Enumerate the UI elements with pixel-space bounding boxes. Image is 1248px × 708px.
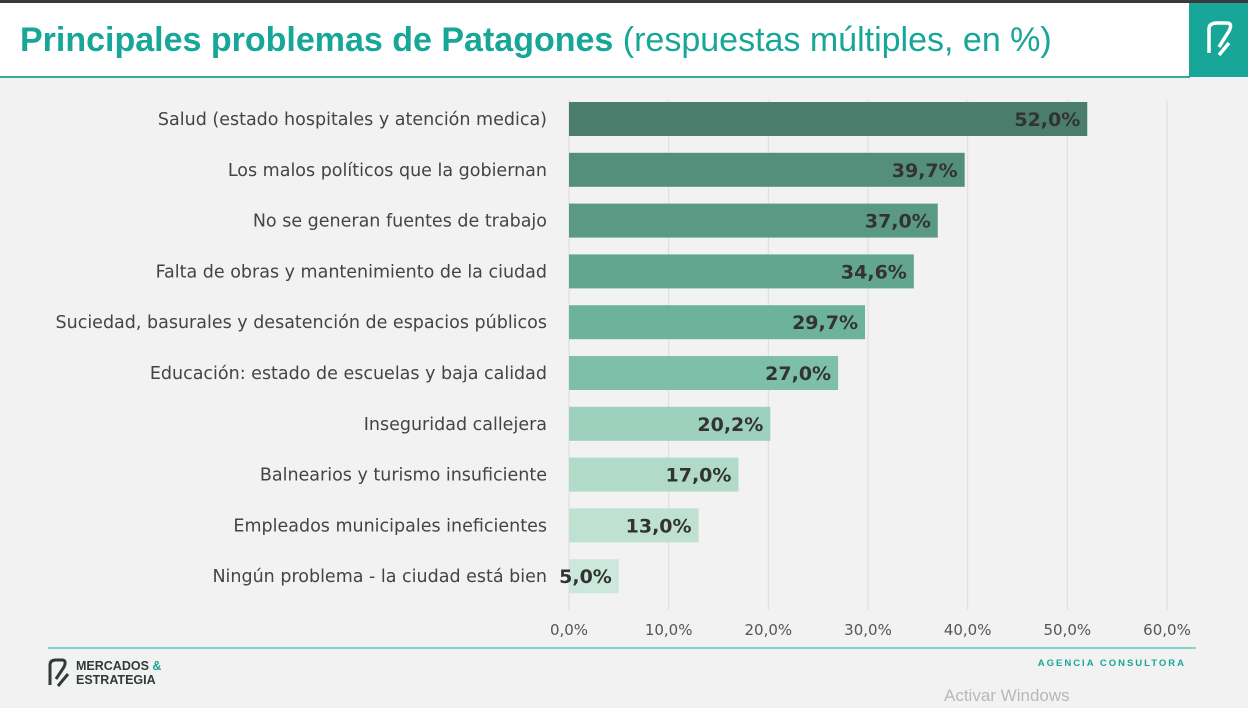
category-label: Educación: estado de escuelas y baja cal… <box>150 364 547 384</box>
category-label: Salud (estado hospitales y atención medi… <box>158 110 547 130</box>
tagline: AGENCIA CONSULTORA <box>1037 658 1186 669</box>
bar <box>569 102 1088 136</box>
data-label: 20,2% <box>697 414 763 436</box>
x-tick-label: 30,0% <box>844 621 892 639</box>
x-tick-label: 50,0% <box>1044 621 1092 639</box>
category-label: Balnearios y turismo insuficiente <box>260 466 547 486</box>
data-label: 29,7% <box>792 312 858 334</box>
bar <box>569 559 619 594</box>
window-top-border <box>0 0 1248 3</box>
bar-chart: 0,0% 10,0% 20,0% 30,0% 40,0% 50,0% 60,0% Salud … <box>56 100 1191 639</box>
brand-name: MERCADOS & ESTRATEGIA <box>76 659 161 687</box>
data-label: 39,7% <box>892 160 958 182</box>
title-subtitle: (respuestas múltiples, en %) <box>622 21 1052 59</box>
data-label: 13,0% <box>626 515 692 537</box>
data-label: 34,6% <box>841 261 907 283</box>
bar <box>569 406 771 441</box>
data-label: 17,0% <box>666 465 732 487</box>
category-label: Ningún problema - la ciudad está bien <box>212 567 547 587</box>
bar <box>569 254 914 289</box>
bar <box>569 203 938 238</box>
title-main: Principales problemas de Patagones <box>20 21 614 59</box>
bar <box>569 152 965 187</box>
category-label: Empleados municipales ineficientes <box>233 516 547 536</box>
brand-logo-icon <box>48 658 70 687</box>
category-label: Inseguridad callejera <box>364 415 547 435</box>
category-label: No se generan fuentes de trabajo <box>253 212 547 232</box>
data-label: 37,0% <box>865 211 931 233</box>
brand-line2: ESTRATEGIA <box>76 673 156 687</box>
data-label: 27,0% <box>765 363 831 385</box>
x-tick-label: 10,0% <box>645 621 693 639</box>
bar <box>569 508 699 543</box>
bar <box>569 356 839 390</box>
x-tick-label: 20,0% <box>745 621 793 639</box>
brand-line1: MERCADOS <box>76 659 149 673</box>
category-label: Falta de obras y mantenimiento de la ciu… <box>156 262 547 282</box>
page-title: Principales problemas de Patagones (resp… <box>20 21 1052 60</box>
x-tick-label: 40,0% <box>944 621 992 639</box>
bar <box>569 305 866 340</box>
data-label: 52,0% <box>1014 109 1080 131</box>
brand-logo-icon <box>1207 21 1233 57</box>
data-label: 5,0% <box>559 566 612 588</box>
bar <box>569 457 739 492</box>
x-tick-label: 60,0% <box>1143 621 1191 639</box>
category-label: Los malos políticos que la gobiernan <box>228 161 547 181</box>
brand-ampersand: & <box>152 659 162 673</box>
slide-header: Principales problemas de Patagones (resp… <box>0 3 1190 78</box>
x-tick-label: 0,0% <box>550 621 588 639</box>
os-activation-watermark: Activar Windows <box>944 686 1070 705</box>
footer-divider <box>48 647 1196 649</box>
category-label: Suciedad, basurales y desatención de esp… <box>56 313 548 333</box>
brand-logo-box <box>1189 3 1248 77</box>
